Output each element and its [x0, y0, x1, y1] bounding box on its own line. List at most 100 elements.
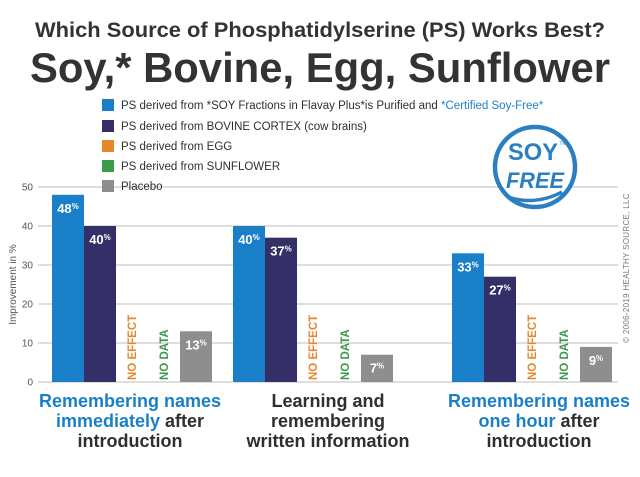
category-label-plain: introduction	[78, 431, 183, 451]
bar-value-label: 13%	[185, 337, 207, 352]
badge-text-soy: SOY	[508, 139, 558, 166]
bar-value-unit: %	[104, 233, 111, 242]
bar-value-number: 48	[57, 201, 71, 216]
legend-label-text: PS derived from SUNFLOWER	[121, 161, 280, 173]
legend-label: PS derived from EGG	[121, 141, 232, 153]
bar-value-number: 40	[89, 232, 103, 247]
badge-text-free: FREE	[506, 168, 565, 193]
bar-value-number: 13	[185, 337, 199, 352]
category-label-line: written information	[246, 431, 410, 451]
bar-placebo	[180, 331, 212, 382]
bar-value-number: 40	[238, 232, 252, 247]
bar-value-label: 48%	[57, 201, 79, 216]
badge-tm: TM	[559, 141, 566, 147]
legend-swatch	[102, 140, 114, 152]
y-tick-label: 50	[22, 183, 34, 194]
legend-item: PS derived from BOVINE CORTEX (cow brain…	[102, 120, 367, 133]
category-label-line: introduction	[487, 431, 592, 451]
legend-swatch	[102, 160, 114, 172]
bar-value-label: 9%	[589, 353, 603, 368]
legend-label: PS derived from SUNFLOWER	[121, 161, 280, 173]
category-label-plain: written information	[246, 431, 410, 451]
legend-swatch	[102, 180, 114, 192]
soy-free-badge: SOY TM FREE	[492, 124, 578, 210]
legend-label: Placebo	[121, 181, 163, 193]
bar-value-number: 37	[270, 244, 284, 259]
bar-value-unit: %	[285, 245, 292, 254]
bar-value-unit: %	[377, 362, 384, 371]
bar-series0	[52, 194, 84, 382]
legend-item: PS derived from *SOY Fractions in Flavay…	[102, 99, 544, 112]
bar-placebo	[580, 346, 612, 382]
bar-placebo	[361, 354, 393, 382]
y-tick-label: 30	[22, 261, 34, 272]
category-label-plain: after	[555, 411, 599, 431]
category-label-line: Learning and	[271, 391, 384, 411]
bar-value-unit: %	[200, 338, 207, 347]
bar-series0	[233, 226, 265, 382]
y-tick-label: 0	[27, 378, 33, 389]
y-tick-label: 20	[22, 300, 34, 311]
bar-value-unit: %	[596, 354, 603, 363]
bar-note-no-data: NO DATA	[159, 329, 171, 380]
bar-series1	[484, 276, 516, 382]
bar-series1	[84, 226, 116, 382]
badge-leaf-icon	[507, 190, 563, 203]
bar-note-no-effect: NO EFFECT	[127, 315, 139, 380]
bar-series1	[265, 237, 297, 382]
category-label-emphasis: immediately	[56, 411, 160, 431]
chart-subtitle: Soy,* Bovine, Egg, Sunflower	[30, 44, 610, 91]
category-label-emphasis: one hour	[478, 411, 555, 431]
bar-value-label: 40%	[238, 232, 260, 247]
badge-ring	[492, 124, 578, 210]
legend-item: PS derived from EGG	[102, 140, 232, 153]
bar-note-no-effect: NO EFFECT	[308, 315, 320, 380]
category-label-line: Remembering names	[39, 391, 221, 411]
legend-swatch	[102, 99, 114, 111]
bar-value-unit: %	[472, 260, 479, 269]
legend-label: PS derived from *SOY Fractions in Flavay…	[121, 100, 544, 112]
category-label-emphasis: Remembering names	[448, 391, 630, 411]
y-tick-label: 40	[22, 222, 34, 233]
category-label-line: one hour after	[478, 411, 599, 431]
legend-label-highlight: *Certified Soy-Free*	[441, 100, 544, 112]
bar-value-number: 7	[370, 361, 377, 376]
bar-series0	[452, 253, 484, 382]
category-label-line: immediately after	[56, 411, 204, 431]
legend-label: PS derived from BOVINE CORTEX (cow brain…	[121, 121, 367, 133]
category-label-plain: remembering	[271, 411, 385, 431]
category-label-line: remembering	[271, 411, 385, 431]
bar-value-label: 33%	[457, 259, 479, 274]
legend-label-text: PS derived from BOVINE CORTEX (cow brain…	[121, 121, 367, 133]
category-label-plain: Learning and	[271, 391, 384, 411]
bar-value-number: 27	[489, 283, 503, 298]
chart-title: Which Source of Phosphatidylserine (PS) …	[35, 19, 605, 42]
bar-value-number: 9	[589, 353, 596, 368]
category-label-emphasis: Remembering names	[39, 391, 221, 411]
bar-note-no-effect: NO EFFECT	[527, 315, 539, 380]
legend-label-text: Placebo	[121, 181, 163, 193]
bar-value-label: 40%	[89, 232, 111, 247]
bar-value-label: 7%	[370, 361, 384, 376]
category-label-line: introduction	[78, 431, 183, 451]
bar-value-unit: %	[253, 233, 260, 242]
bar-note-no-data: NO DATA	[340, 329, 352, 380]
copyright-note: © 2006-2019 HEALTHY SOURCE, LLC	[622, 193, 631, 343]
bar-note-no-data: NO DATA	[559, 329, 571, 380]
bar-value-number: 33	[457, 259, 471, 274]
bar-value-unit: %	[72, 202, 79, 211]
bar-value-unit: %	[504, 284, 511, 293]
y-axis-label: Improvement in %	[8, 244, 19, 325]
category-label-plain: introduction	[487, 431, 592, 451]
category-label-plain: after	[160, 411, 204, 431]
category-label-line: Remembering names	[448, 391, 630, 411]
legend-item: Placebo	[102, 180, 163, 193]
legend-swatch	[102, 120, 114, 132]
legend-label-text: PS derived from EGG	[121, 141, 232, 153]
bar-value-label: 27%	[489, 283, 511, 298]
bar-value-label: 37%	[270, 244, 292, 259]
legend-label-text: PS derived from *SOY Fractions in Flavay…	[121, 100, 441, 112]
legend-item: PS derived from SUNFLOWER	[102, 160, 280, 173]
